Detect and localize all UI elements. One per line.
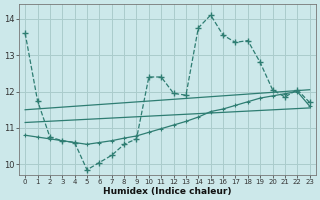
X-axis label: Humidex (Indice chaleur): Humidex (Indice chaleur) — [103, 187, 232, 196]
